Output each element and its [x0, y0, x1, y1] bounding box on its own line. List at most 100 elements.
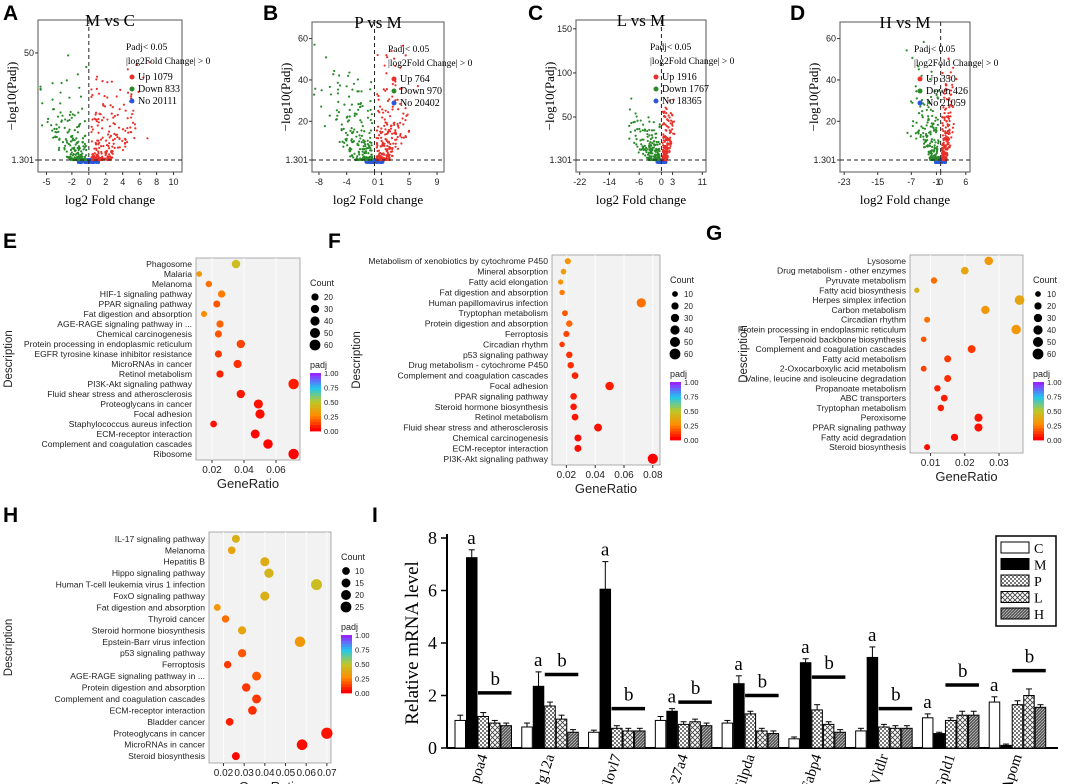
point-up	[940, 148, 944, 152]
dot-plot-e: 0.02 0.04 0.06 PhagosomeMalariaMelanomaHIF-…	[3, 257, 339, 491]
point-down	[73, 129, 76, 132]
term-label: ABC transporters	[840, 393, 906, 403]
point-up	[384, 128, 387, 131]
legend-entry: No 20402	[400, 98, 440, 109]
term-label: Fat digestion and absorption	[84, 309, 193, 319]
legend-title-lfc: |log2Fold Change| > 0	[388, 59, 473, 69]
point-down	[370, 121, 374, 125]
legend-title-lfc: |log2Fold Change| > 0	[914, 59, 999, 69]
point-down	[348, 108, 351, 112]
padj-legend-swatch	[341, 658, 352, 662]
x-tick-label: -7	[907, 177, 915, 187]
padj-legend-swatch	[341, 669, 352, 674]
point-no	[368, 161, 371, 164]
point-down	[921, 116, 924, 119]
point-down	[328, 85, 331, 89]
point-down	[924, 132, 928, 136]
point-down	[920, 125, 923, 128]
count-legend-label: 20	[355, 591, 364, 600]
point-up	[379, 156, 382, 159]
point-up	[667, 147, 670, 150]
bar-l	[822, 723, 835, 749]
term-dot	[574, 444, 582, 452]
point-up	[124, 109, 127, 112]
term-label: Steroid hormone biosynthesis	[435, 402, 548, 412]
point-up	[668, 116, 671, 119]
point-down	[343, 141, 346, 144]
point-up	[404, 118, 407, 122]
point-down	[364, 145, 367, 148]
point-down	[69, 153, 72, 156]
term-dot	[248, 706, 257, 715]
point-down	[648, 120, 651, 123]
legend-label: L	[1034, 592, 1043, 607]
term-label: Fatty acid degradation	[821, 432, 906, 442]
x-tick-label: 0.03	[234, 768, 254, 779]
point-down	[342, 127, 345, 130]
point-down	[333, 69, 336, 73]
x-axis-label: log2 Fold change	[860, 192, 950, 207]
point-down	[80, 150, 83, 153]
annotation-b: b	[958, 661, 968, 682]
term-label: Steroid biosynthesis	[829, 442, 906, 452]
point-up	[945, 119, 948, 123]
point-down	[364, 150, 367, 153]
point-up	[668, 129, 671, 132]
point-down	[343, 103, 346, 106]
point-up	[111, 139, 115, 142]
point-up	[382, 156, 385, 159]
point-up	[380, 158, 383, 161]
point-down	[74, 153, 77, 156]
y-tick-label: 150	[557, 24, 572, 34]
y-tick-label: 8	[428, 528, 437, 548]
point-up	[93, 156, 96, 159]
x-tick-label: 10	[169, 177, 179, 187]
x-tick-label: 0	[86, 177, 91, 187]
point-up	[392, 122, 395, 125]
point-up	[382, 88, 385, 91]
point-down	[77, 111, 80, 114]
panel-label-c: C	[528, 2, 543, 25]
point-down	[345, 85, 348, 88]
point-down	[68, 96, 71, 99]
point-down	[652, 120, 655, 124]
padj-legend-swatch	[310, 428, 321, 432]
padj-legend-swatch	[341, 640, 352, 645]
term-label: Thyroid cancer	[148, 614, 205, 624]
point-down	[68, 113, 71, 117]
point-down	[59, 111, 62, 114]
point-down	[358, 106, 362, 109]
volcano-plot-a: M vs C -5 -2 0 2 4 6 8 10 50 1.301 log2 Fold change…	[4, 11, 211, 207]
point-up	[377, 149, 381, 152]
legend-entry: Down 426	[926, 86, 968, 97]
point-up	[99, 138, 103, 141]
point-up	[96, 75, 99, 78]
point-down	[356, 130, 359, 134]
point-up	[379, 145, 382, 148]
term-label: PI3K-Akt signaling pathway	[87, 379, 192, 389]
y-tick-label: 0	[428, 738, 437, 758]
point-up	[947, 145, 951, 148]
point-down	[648, 154, 651, 158]
term-label: Metabolism of xenobiotics by cytochrome …	[368, 256, 548, 266]
term-label: Tryptophan metabolism	[459, 308, 548, 318]
term-dot	[605, 381, 614, 391]
term-dot	[237, 649, 247, 658]
point-up	[386, 111, 390, 114]
point-down	[70, 151, 73, 154]
point-down	[365, 156, 368, 159]
point-up	[124, 145, 127, 148]
point-up	[399, 102, 402, 105]
term-dot	[974, 423, 983, 432]
point-down	[80, 155, 83, 158]
point-up	[663, 156, 666, 159]
padj-legend-label: 0.75	[684, 393, 699, 402]
padj-legend-label: 1.00	[355, 631, 370, 640]
count-legend-dot	[342, 567, 350, 575]
point-down	[651, 142, 654, 145]
legend-marker	[917, 76, 923, 82]
legend-title-padj: Padj< 0.05	[650, 43, 691, 53]
term-dot	[260, 591, 270, 601]
point-down	[932, 126, 935, 130]
point-up	[951, 86, 954, 89]
